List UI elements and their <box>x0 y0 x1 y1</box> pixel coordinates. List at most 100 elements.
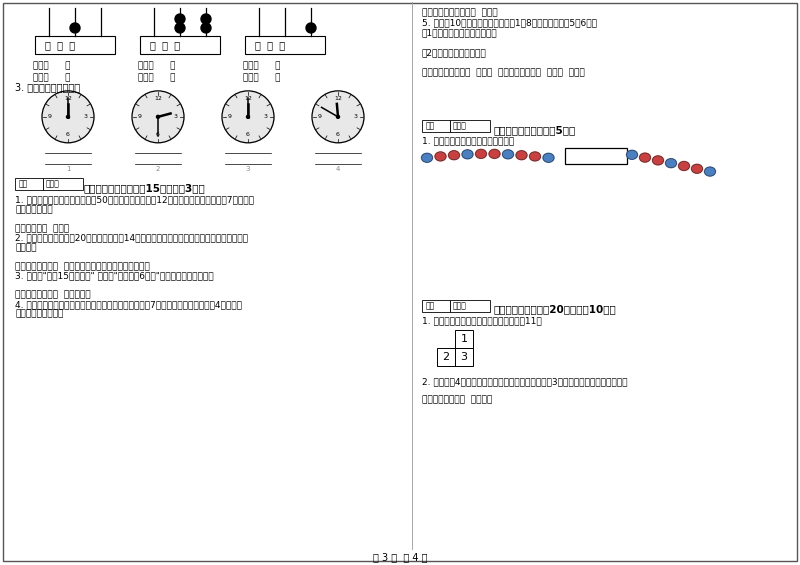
Ellipse shape <box>489 149 500 158</box>
Bar <box>455 329 473 347</box>
Text: 3: 3 <box>246 166 250 172</box>
Text: 买梨子多少个？: 买梨子多少个？ <box>15 205 53 214</box>
Ellipse shape <box>653 156 663 165</box>
Text: 读作（      ）: 读作（ ） <box>33 73 70 82</box>
Text: 5. 小丽有10元钱，买一支雪糕用了1元8角，买文具用去5元6角。: 5. 小丽有10元钱，买一支雪糕用了1元8角，买文具用去5元6角。 <box>422 18 597 27</box>
Text: 9: 9 <box>228 114 232 119</box>
Ellipse shape <box>639 153 650 162</box>
Bar <box>422 299 450 311</box>
Text: 读作（      ）: 读作（ ） <box>243 73 281 82</box>
Text: 第 3 页  共 4 页: 第 3 页 共 4 页 <box>373 552 427 562</box>
Ellipse shape <box>678 162 690 171</box>
Text: 百  十  个: 百 十 个 <box>45 40 75 50</box>
Circle shape <box>42 91 94 143</box>
Ellipse shape <box>543 153 554 162</box>
Text: （1）、小丽一共用去多少钱？: （1）、小丽一共用去多少钱？ <box>422 28 498 37</box>
Text: 小羊一共有多少只？: 小羊一共有多少只？ <box>15 310 63 319</box>
Text: 答：从第一袋倒（  ）千克到第二袋，两袋米才同样多。: 答：从第一袋倒（ ）千克到第二袋，两袋米才同样多。 <box>15 262 150 271</box>
Ellipse shape <box>435 152 446 161</box>
Text: 读作（      ）: 读作（ ） <box>138 73 175 82</box>
Circle shape <box>175 23 185 33</box>
Text: 6: 6 <box>246 132 250 137</box>
Text: 2: 2 <box>442 351 450 362</box>
Text: 1. 根据规律画出被挡住部分的珠子。: 1. 根据规律画出被挡住部分的珠子。 <box>422 137 514 146</box>
Text: 1. 幼儿园买了梨和苹果，其中有50个苹果，分给小朋友12个苹果后，梨比苹果还少7个，请问: 1. 幼儿园买了梨和苹果，其中有50个苹果，分给小朋友12个苹果后，梨比苹果还少… <box>15 195 254 205</box>
Circle shape <box>157 115 159 118</box>
Bar <box>35 36 115 54</box>
Text: 2. 仓里里有两袋米共重20千克，第一袋重14千克，从第一袋倒多少千克到第二袋，两袋米才: 2. 仓里里有两袋米共重20千克，第一袋重14千克，从第一袋倒多少千克到第二袋，… <box>15 234 248 243</box>
Text: 得分: 得分 <box>19 179 28 188</box>
Text: 评卷人: 评卷人 <box>46 179 60 188</box>
Text: 3. 明明："我有15张邮票。" 红红："我比你少6张。"红红原来有几张邮票？: 3. 明明："我有15张邮票。" 红红："我比你少6张。"红红原来有几张邮票？ <box>15 272 214 281</box>
Bar <box>437 347 455 366</box>
Text: 6: 6 <box>156 132 160 137</box>
Circle shape <box>201 23 211 33</box>
Text: 12: 12 <box>244 97 252 101</box>
Text: 1. 填数。使横行、竖行的三个数相加都得11。: 1. 填数。使横行、竖行的三个数相加都得11。 <box>422 316 542 325</box>
Bar <box>455 347 473 366</box>
Text: 八、解决问题（本题共15分，每题3分）: 八、解决问题（本题共15分，每题3分） <box>83 182 205 193</box>
Text: 3: 3 <box>354 114 358 119</box>
Ellipse shape <box>666 159 677 168</box>
Circle shape <box>132 91 184 143</box>
Text: （2）、小丽还剩多少钱？: （2）、小丽还剩多少钱？ <box>422 48 486 57</box>
Text: 9: 9 <box>318 114 322 119</box>
Bar <box>450 120 490 132</box>
Circle shape <box>66 115 70 118</box>
Ellipse shape <box>449 151 459 160</box>
Text: 得分: 得分 <box>426 301 435 310</box>
Text: 答：红红原来有（  ）张邮票。: 答：红红原来有（ ）张邮票。 <box>15 290 90 299</box>
Text: 3: 3 <box>264 114 268 119</box>
Ellipse shape <box>462 150 473 159</box>
Text: 12: 12 <box>64 97 72 101</box>
Text: 十、附加题（本题共20分，每题10分）: 十、附加题（本题共20分，每题10分） <box>494 305 617 315</box>
Text: 写作（      ）: 写作（ ） <box>138 61 175 70</box>
Circle shape <box>312 91 364 143</box>
Text: 得分: 得分 <box>426 121 435 131</box>
Ellipse shape <box>516 151 527 160</box>
Ellipse shape <box>530 152 541 161</box>
Bar <box>565 148 627 164</box>
Text: 答：买梨子（  ）个。: 答：买梨子（ ）个。 <box>15 224 69 233</box>
Circle shape <box>337 115 339 118</box>
Ellipse shape <box>691 164 702 173</box>
Text: 3: 3 <box>84 114 88 119</box>
Text: 12: 12 <box>334 97 342 101</box>
Text: 评卷人: 评卷人 <box>453 301 467 310</box>
Text: 写作（      ）: 写作（ ） <box>243 61 281 70</box>
Ellipse shape <box>475 149 486 158</box>
Text: 评卷人: 评卷人 <box>453 121 467 131</box>
Text: 9: 9 <box>138 114 142 119</box>
Text: 百  十  个: 百 十 个 <box>150 40 180 50</box>
Text: 1: 1 <box>461 333 467 344</box>
Ellipse shape <box>626 150 638 159</box>
Text: 6: 6 <box>66 132 70 137</box>
Text: 2: 2 <box>156 166 160 172</box>
Circle shape <box>246 115 250 118</box>
Text: 九、个性空间（本题共5分）: 九、个性空间（本题共5分） <box>494 125 576 135</box>
Circle shape <box>70 23 80 33</box>
Text: 答：小丽一共用去（  ）元（  ）角，小丽还剩（  ）元（  ）角。: 答：小丽一共用去（ ）元（ ）角，小丽还剩（ ）元（ ）角。 <box>422 68 585 77</box>
Text: 9: 9 <box>48 114 52 119</box>
Text: 答：这队小羊一共有（  ）只。: 答：这队小羊一共有（ ）只。 <box>422 8 498 17</box>
Text: 百  十  个: 百 十 个 <box>255 40 285 50</box>
Text: 3. 写出钟面上的时刻。: 3. 写出钟面上的时刻。 <box>15 82 80 92</box>
Text: 4: 4 <box>336 166 340 172</box>
Text: 3: 3 <box>174 114 178 119</box>
Text: 答：房里一共有（  ）只猫。: 答：房里一共有（ ）只猫。 <box>422 396 492 405</box>
Bar <box>422 120 450 132</box>
Circle shape <box>306 23 316 33</box>
Bar <box>245 36 325 54</box>
Bar <box>140 36 220 54</box>
Circle shape <box>201 14 211 24</box>
Text: 6: 6 <box>336 132 340 137</box>
Text: 2. 一个房子4个角，一个角有一只猫，每只猫面前有3只猫，请问房里共有几只猫？: 2. 一个房子4个角，一个角有一只猫，每只猫面前有3只猫，请问房里共有几只猫？ <box>422 377 627 386</box>
Text: 1: 1 <box>66 166 70 172</box>
Circle shape <box>175 14 185 24</box>
Text: 同样多？: 同样多？ <box>15 243 37 252</box>
Ellipse shape <box>705 167 715 176</box>
Text: 12: 12 <box>154 97 162 101</box>
Ellipse shape <box>422 153 433 162</box>
Bar <box>43 178 83 190</box>
Circle shape <box>222 91 274 143</box>
